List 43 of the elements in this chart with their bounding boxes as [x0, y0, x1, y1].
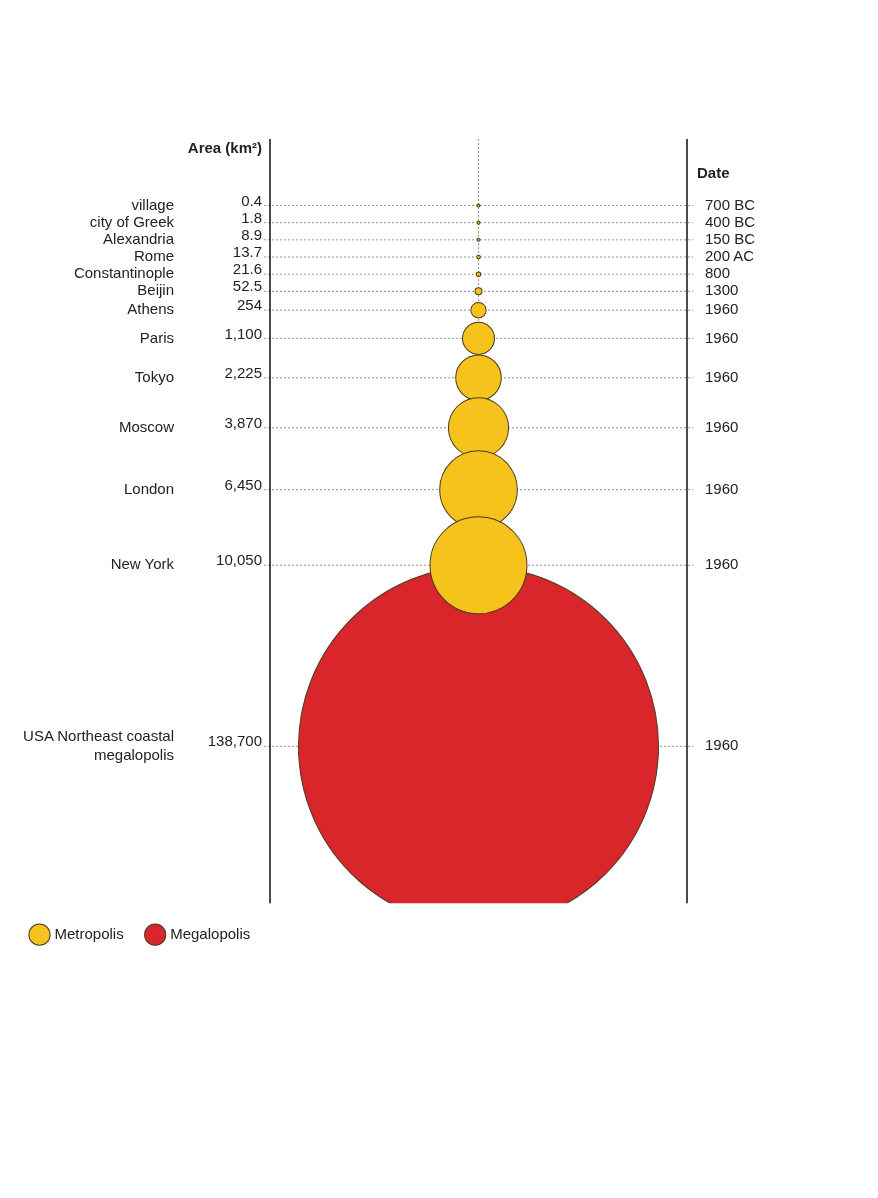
data-label: 13.7 — [232, 243, 262, 261]
data-label: 6,450 — [224, 475, 262, 493]
category-label: 1960 — [705, 417, 739, 435]
data-label: 1.8 — [241, 208, 262, 226]
category-label: 400 BC — [705, 212, 756, 230]
data-label: 3,870 — [224, 413, 262, 431]
data-label: 52.5 — [232, 277, 262, 295]
data-label: 0.4 — [241, 191, 262, 209]
category-label: Tokyo — [134, 367, 174, 385]
category-label: 1960 — [705, 300, 739, 318]
data-label: 1,100 — [224, 324, 262, 342]
category-label: 800 — [705, 264, 731, 282]
category-label: USA Northeast coastal megalopolis — [23, 727, 174, 763]
category-label: 1300 — [705, 281, 739, 299]
category-label: village — [131, 195, 174, 213]
legend-label: Metropolis — [54, 924, 124, 942]
category-label: 1960 — [705, 555, 739, 573]
category-label: city of Greek — [89, 212, 175, 230]
data-label: 8.9 — [241, 225, 262, 243]
text: Date — [697, 164, 730, 182]
category-label: Rome — [133, 247, 174, 265]
category-label: Paris — [139, 328, 174, 346]
category-label: Beijin — [137, 281, 174, 299]
category-label: Alexandria — [103, 229, 175, 247]
category-label: 1960 — [705, 328, 739, 346]
category-label: 150 BC — [705, 229, 756, 247]
category-label: 1960 — [705, 479, 739, 497]
category-label: 1960 — [705, 367, 739, 385]
category-label: 700 BC — [705, 195, 756, 213]
category-label: 1960 — [705, 736, 739, 754]
text: Area (km²) — [187, 139, 262, 157]
data-label: 254 — [236, 296, 262, 314]
category-label: 200 AC — [705, 247, 755, 265]
category-label: Moscow — [118, 417, 175, 435]
category-label: New York — [110, 555, 175, 573]
category-label: Constantinople — [73, 264, 174, 282]
data-label: 2,225 — [224, 363, 262, 381]
legend-label: Megalopolis — [170, 924, 251, 942]
data-label: 10,050 — [216, 551, 262, 569]
category-label: Athens — [127, 300, 174, 318]
data-label: 21.6 — [232, 260, 262, 278]
category-label: London — [123, 479, 174, 497]
data-label: 138,700 — [207, 732, 262, 750]
